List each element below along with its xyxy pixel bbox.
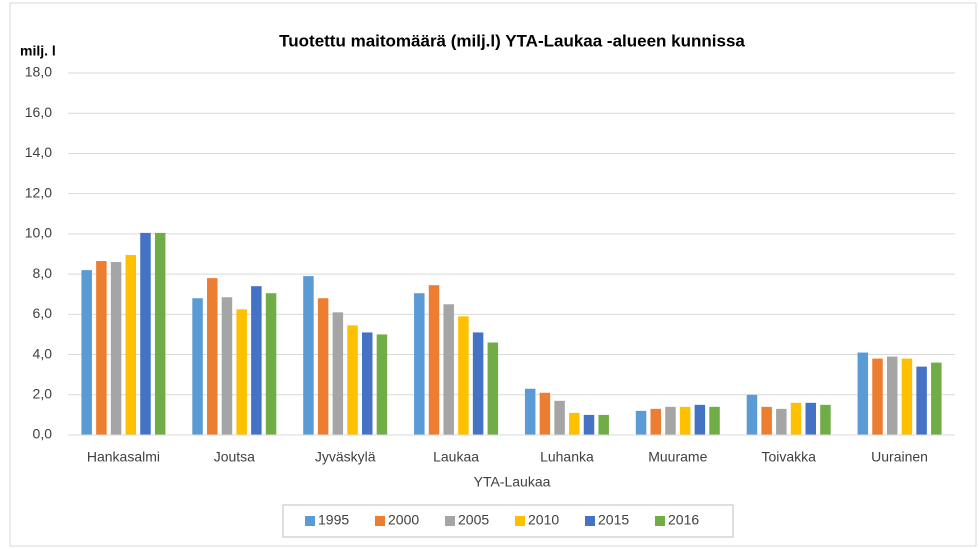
bar — [886, 356, 898, 435]
bar — [761, 406, 772, 435]
y-tick-label: 10,0 — [25, 225, 52, 241]
y-tick-label: 0,0 — [33, 426, 53, 442]
y-tick-label: 12,0 — [25, 184, 52, 200]
x-tick-label: Laukaa — [433, 449, 479, 465]
bar — [125, 255, 137, 435]
legend-swatch — [375, 516, 385, 526]
bar — [332, 312, 344, 435]
bar — [428, 285, 440, 435]
bar — [207, 278, 218, 435]
bar — [709, 406, 720, 435]
y-tick-label: 14,0 — [25, 144, 52, 160]
y-tick-label: 8,0 — [33, 265, 53, 281]
legend-label: 2005 — [458, 512, 489, 528]
legend-label: 2016 — [668, 512, 699, 528]
x-tick-label: Joutsa — [214, 449, 255, 465]
bar — [376, 334, 388, 435]
legend-swatch — [305, 516, 315, 526]
bar — [414, 293, 425, 435]
bar — [554, 400, 565, 435]
y-tick-label: 18,0 — [25, 64, 52, 80]
bar — [931, 362, 942, 435]
bar — [96, 261, 107, 435]
bar — [820, 404, 831, 435]
x-tick-label: Luhanka — [540, 449, 594, 465]
bar — [81, 270, 92, 435]
y-axis-title: milj. l — [20, 43, 56, 59]
y-tick-label: 4,0 — [33, 345, 53, 361]
bar — [192, 298, 203, 435]
x-tick-label: Hankasalmi — [87, 449, 160, 465]
bar — [901, 358, 913, 435]
bar — [569, 412, 580, 435]
legend-swatch — [515, 516, 525, 526]
bar — [140, 232, 151, 435]
bar — [665, 406, 676, 435]
bar — [265, 293, 277, 435]
legend-swatch — [655, 516, 665, 526]
bar — [251, 286, 262, 435]
legend-swatch — [445, 516, 455, 526]
bar — [857, 352, 869, 435]
bar — [458, 316, 469, 435]
bar — [347, 325, 358, 435]
bar — [110, 262, 122, 435]
legend — [282, 504, 734, 538]
x-tick-label: Muurame — [648, 449, 707, 465]
bar — [872, 358, 883, 435]
bar — [916, 366, 927, 435]
bar — [524, 388, 536, 435]
bar — [443, 304, 454, 435]
bar — [746, 394, 758, 435]
legend-label: 2000 — [388, 512, 419, 528]
x-tick-label: Uurainen — [871, 449, 928, 465]
bar — [583, 414, 595, 435]
bar — [317, 298, 329, 435]
bar — [221, 297, 233, 435]
legend-label: 2010 — [528, 512, 559, 528]
bar — [805, 402, 816, 435]
bar — [303, 276, 314, 435]
legend-label: 2015 — [598, 512, 629, 528]
bar — [539, 392, 551, 435]
bar — [635, 410, 647, 435]
chart-title: Tuotettu maitomäärä (milj.l) YTA-Laukaa … — [279, 31, 745, 50]
bar — [790, 402, 802, 435]
bar — [236, 309, 247, 435]
y-tick-label: 6,0 — [33, 305, 53, 321]
y-tick-label: 2,0 — [33, 385, 53, 401]
bar — [154, 232, 166, 435]
x-tick-label: Toivakka — [761, 449, 816, 465]
legend-swatch — [585, 516, 595, 526]
bar — [694, 404, 706, 435]
bar — [472, 332, 484, 435]
bar — [679, 406, 691, 435]
bar — [776, 408, 787, 435]
y-tick-label: 16,0 — [25, 104, 52, 120]
legend-label: 1995 — [318, 512, 349, 528]
bar — [598, 414, 609, 435]
bar — [650, 408, 662, 435]
x-tick-label: Jyväskylä — [315, 449, 376, 465]
bar — [487, 342, 499, 435]
bar — [361, 332, 373, 435]
x-axis-title: YTA-Laukaa — [474, 474, 551, 490]
